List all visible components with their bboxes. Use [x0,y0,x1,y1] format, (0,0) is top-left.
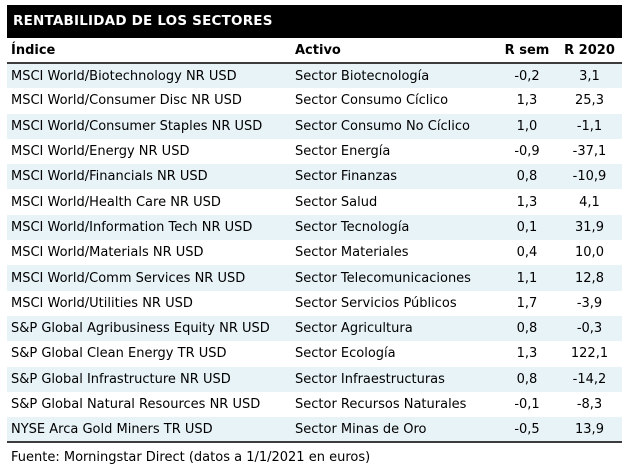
asset-cell: Sector Telecomunicaciones [291,265,497,291]
asset-cell: Sector Minas de Oro [291,417,497,444]
r-sem-cell: -0,2 [497,63,557,89]
r-sem-cell: 1,3 [516,194,538,210]
asset-cell: Sector Biotecnología [291,63,497,89]
r-2020-cell: -1,1 [557,113,622,139]
table-row: MSCI World/Materials NR USD Sector Mater… [7,240,622,265]
table-row: NYSE Arca Gold Miners TR USD Sector Mina… [7,417,622,444]
asset-cell: Sector Tecnología [291,214,497,241]
r-2020-cell: -0,3 [557,315,622,342]
table-row: S&P Global Agribusiness Equity NR USD Se… [7,315,622,342]
table-row: MSCI World/Comm Services NR USD Sector T… [7,265,622,291]
index-cell: MSCI World/Health Care NR USD [11,194,221,210]
column-header-r-sem: R sem [497,38,557,64]
r-2020-cell: 4,1 [579,194,600,210]
index-cell: S&P Global Natural Resources NR USD [11,397,261,412]
index-cell: S&P Global Clean Energy TR USD [11,346,227,362]
r-2020-cell: 13,9 [557,417,622,444]
source-note: Fuente: Morningstar Direct (datos a 1/1/… [11,450,371,466]
index-cell: MSCI World/Consumer Staples NR USD [7,113,291,139]
table-row: MSCI World/Utilities NR USD Sector Servi… [7,291,622,316]
r-sem-cell: -0,9 [514,144,540,160]
report-sheet: RENTABILIDAD DE LOS SECTORES Índice Acti… [7,5,622,465]
r-2020-cell: 25,3 [575,93,604,109]
index-cell: MSCI World/Biotechnology NR USD [7,63,291,89]
table-row: S&P Global Infrastructure NR USD Sector … [7,366,622,392]
index-cell: MSCI World/Utilities NR USD [11,295,193,311]
column-header-activo: Activo [291,38,497,64]
table-row: S&P Global Natural Resources NR USD Sect… [7,392,622,417]
r-sem-cell: 0,8 [497,315,557,342]
sectors-table: Índice Activo R sem R 2020 MSCI World/Bi… [7,38,622,444]
asset-cell: Sector Energía [295,144,391,160]
column-header-r-2020: R 2020 [557,38,622,64]
table-title: RENTABILIDAD DE LOS SECTORES [13,13,273,29]
index-cell: MSCI World/Comm Services NR USD [7,265,291,291]
r-2020-cell: -8,3 [576,397,603,412]
r-2020-cell: -3,9 [576,295,603,311]
r-sem-cell: -0,5 [497,417,557,444]
index-cell: MSCI World/Energy NR USD [11,144,190,160]
table-row: S&P Global Clean Energy TR USD Sector Ec… [7,341,622,366]
r-sem-cell: -0,1 [514,397,540,412]
r-2020-cell: 31,9 [557,214,622,241]
r-sem-cell: 0,4 [516,245,538,261]
r-2020-cell: -10,9 [557,164,622,190]
index-cell: MSCI World/Financials NR USD [7,164,291,190]
index-cell: MSCI World/Materials NR USD [11,245,204,261]
r-2020-cell: 10,0 [575,245,604,261]
table-title-bar: RENTABILIDAD DE LOS SECTORES [7,5,622,38]
table-row: MSCI World/Health Care NR USD Sector Sal… [7,189,622,214]
header-row: Índice Activo R sem R 2020 [7,38,622,64]
r-sem-cell: 0,1 [497,214,557,241]
index-cell: S&P Global Infrastructure NR USD [7,366,291,392]
column-header-indice: Índice [7,38,291,64]
asset-cell: Sector Servicios Públicos [295,295,457,311]
table-row: MSCI World/Energy NR USD Sector Energía … [7,139,622,164]
r-sem-cell: 1,1 [497,265,557,291]
asset-cell: Sector Salud [295,194,378,210]
asset-cell: Sector Finanzas [291,164,497,190]
table-row: MSCI World/Biotechnology NR USD Sector B… [7,63,622,89]
r-2020-cell: -14,2 [557,366,622,392]
index-cell: S&P Global Agribusiness Equity NR USD [7,315,291,342]
index-cell: MSCI World/Information Tech NR USD [7,214,291,241]
asset-cell: Sector Agricultura [291,315,497,342]
asset-cell: Sector Recursos Naturales [295,397,467,412]
r-sem-cell: 1,0 [497,113,557,139]
table-header: Índice Activo R sem R 2020 [7,38,622,64]
index-cell: NYSE Arca Gold Miners TR USD [7,417,291,444]
r-sem-cell: 0,8 [497,164,557,190]
asset-cell: Sector Ecología [295,346,396,362]
index-cell: MSCI World/Consumer Disc NR USD [11,93,242,109]
table-row: MSCI World/Information Tech NR USD Secto… [7,214,622,241]
r-sem-cell: 1,3 [516,93,538,109]
asset-cell: Sector Consumo No Cíclico [291,113,497,139]
r-2020-cell: -37,1 [572,144,607,160]
r-sem-cell: 1,7 [516,295,538,311]
table-row: MSCI World/Consumer Staples NR USD Secto… [7,113,622,139]
asset-cell: Sector Consumo Cíclico [295,93,449,109]
r-sem-cell: 1,3 [516,346,538,362]
r-2020-cell: 122,1 [570,346,609,362]
table-body: MSCI World/Biotechnology NR USD Sector B… [7,63,622,444]
asset-cell: Sector Infraestructuras [291,366,497,392]
table-row: MSCI World/Financials NR USD Sector Fina… [7,164,622,190]
table-row: MSCI World/Consumer Disc NR USD Sector C… [7,88,622,113]
r-2020-cell: 12,8 [557,265,622,291]
r-sem-cell: 0,8 [497,366,557,392]
asset-cell: Sector Materiales [295,245,409,261]
r-2020-cell: 3,1 [557,63,622,89]
